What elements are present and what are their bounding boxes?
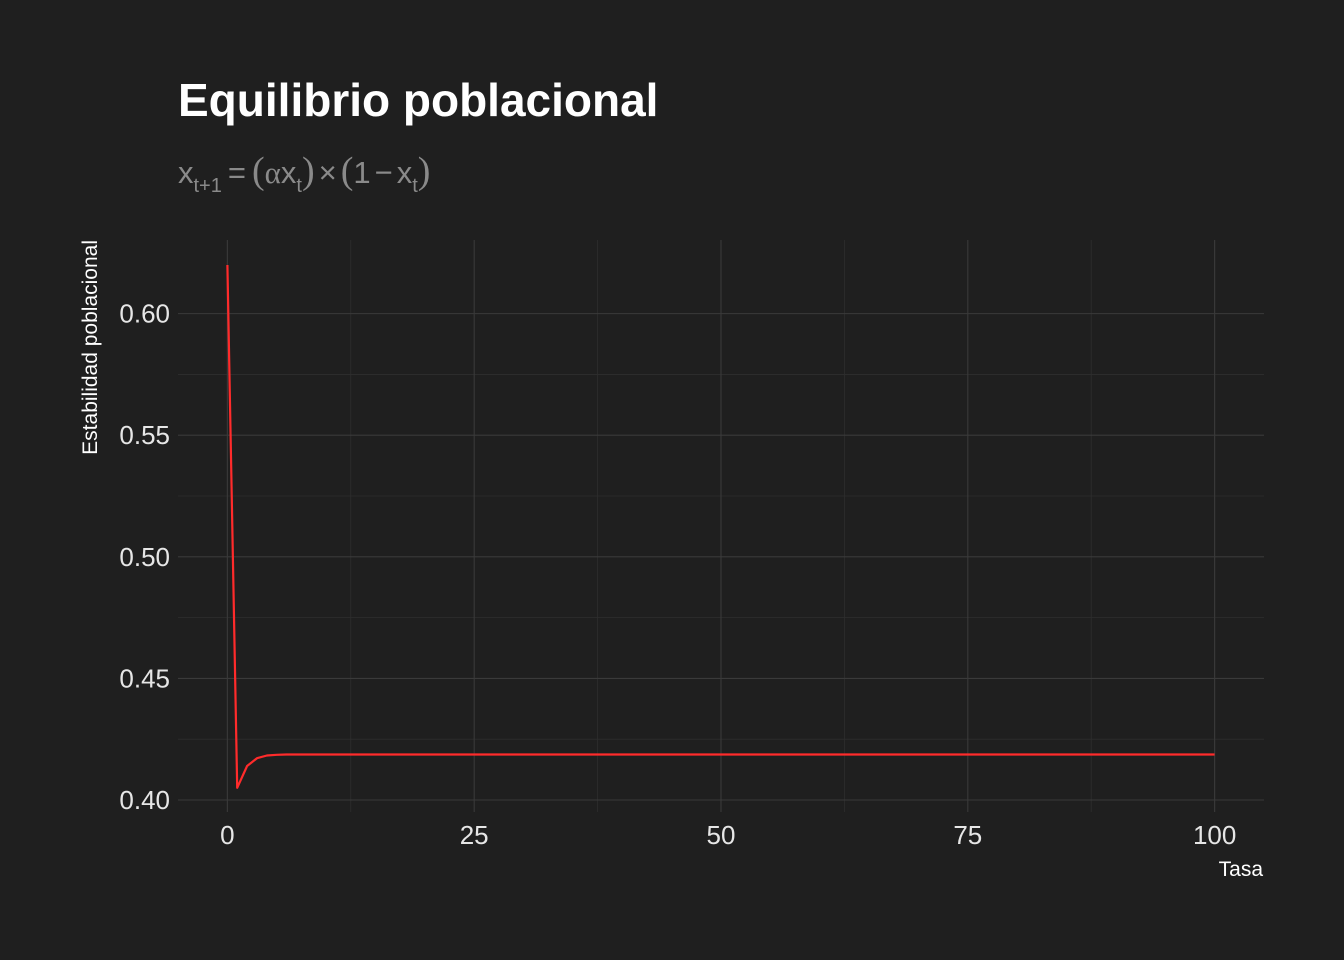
x-tick-label: 0 xyxy=(220,820,234,850)
subtitle-minus: − xyxy=(375,155,393,190)
chart-subtitle-formula: xt+1 = (αxt) × (1− xt) xyxy=(178,150,430,197)
subtitle-sub-t: t xyxy=(296,175,302,197)
y-tick-label: 0.40 xyxy=(119,785,170,815)
subtitle-equals: = xyxy=(228,155,246,190)
subtitle-sub-t-2: t xyxy=(412,175,418,197)
y-tick-label: 0.45 xyxy=(119,663,170,693)
x-axis-title: Tasa xyxy=(1219,858,1264,881)
subtitle-one: 1 xyxy=(353,155,370,190)
subtitle-times: × xyxy=(319,155,337,190)
subtitle-var-2: x xyxy=(281,155,297,190)
y-tick-label: 0.50 xyxy=(119,542,170,572)
series-group xyxy=(226,264,1215,789)
subtitle-alpha: α xyxy=(265,155,281,190)
x-tick-label: 25 xyxy=(460,820,489,850)
x-tick-label: 75 xyxy=(953,820,982,850)
series-line-0 xyxy=(226,264,1215,789)
y-axis-title: Estabilidad poblacional xyxy=(79,240,102,455)
major-gridlines xyxy=(178,240,1264,812)
subtitle-var: x xyxy=(178,155,194,190)
subtitle-var-3: x xyxy=(397,155,413,190)
x-tick-label: 100 xyxy=(1193,820,1236,850)
y-tick-label: 0.60 xyxy=(119,299,170,329)
chart-title: Equilibrio poblacional xyxy=(178,74,658,126)
x-axis-ticks: 0 25 50 75 100 xyxy=(220,820,1236,850)
y-axis-ticks: 0.40 0.45 0.50 0.55 0.60 xyxy=(119,299,170,815)
y-tick-label: 0.55 xyxy=(119,420,170,450)
x-tick-label: 50 xyxy=(707,820,736,850)
subtitle-sub-next: t+1 xyxy=(194,175,222,197)
